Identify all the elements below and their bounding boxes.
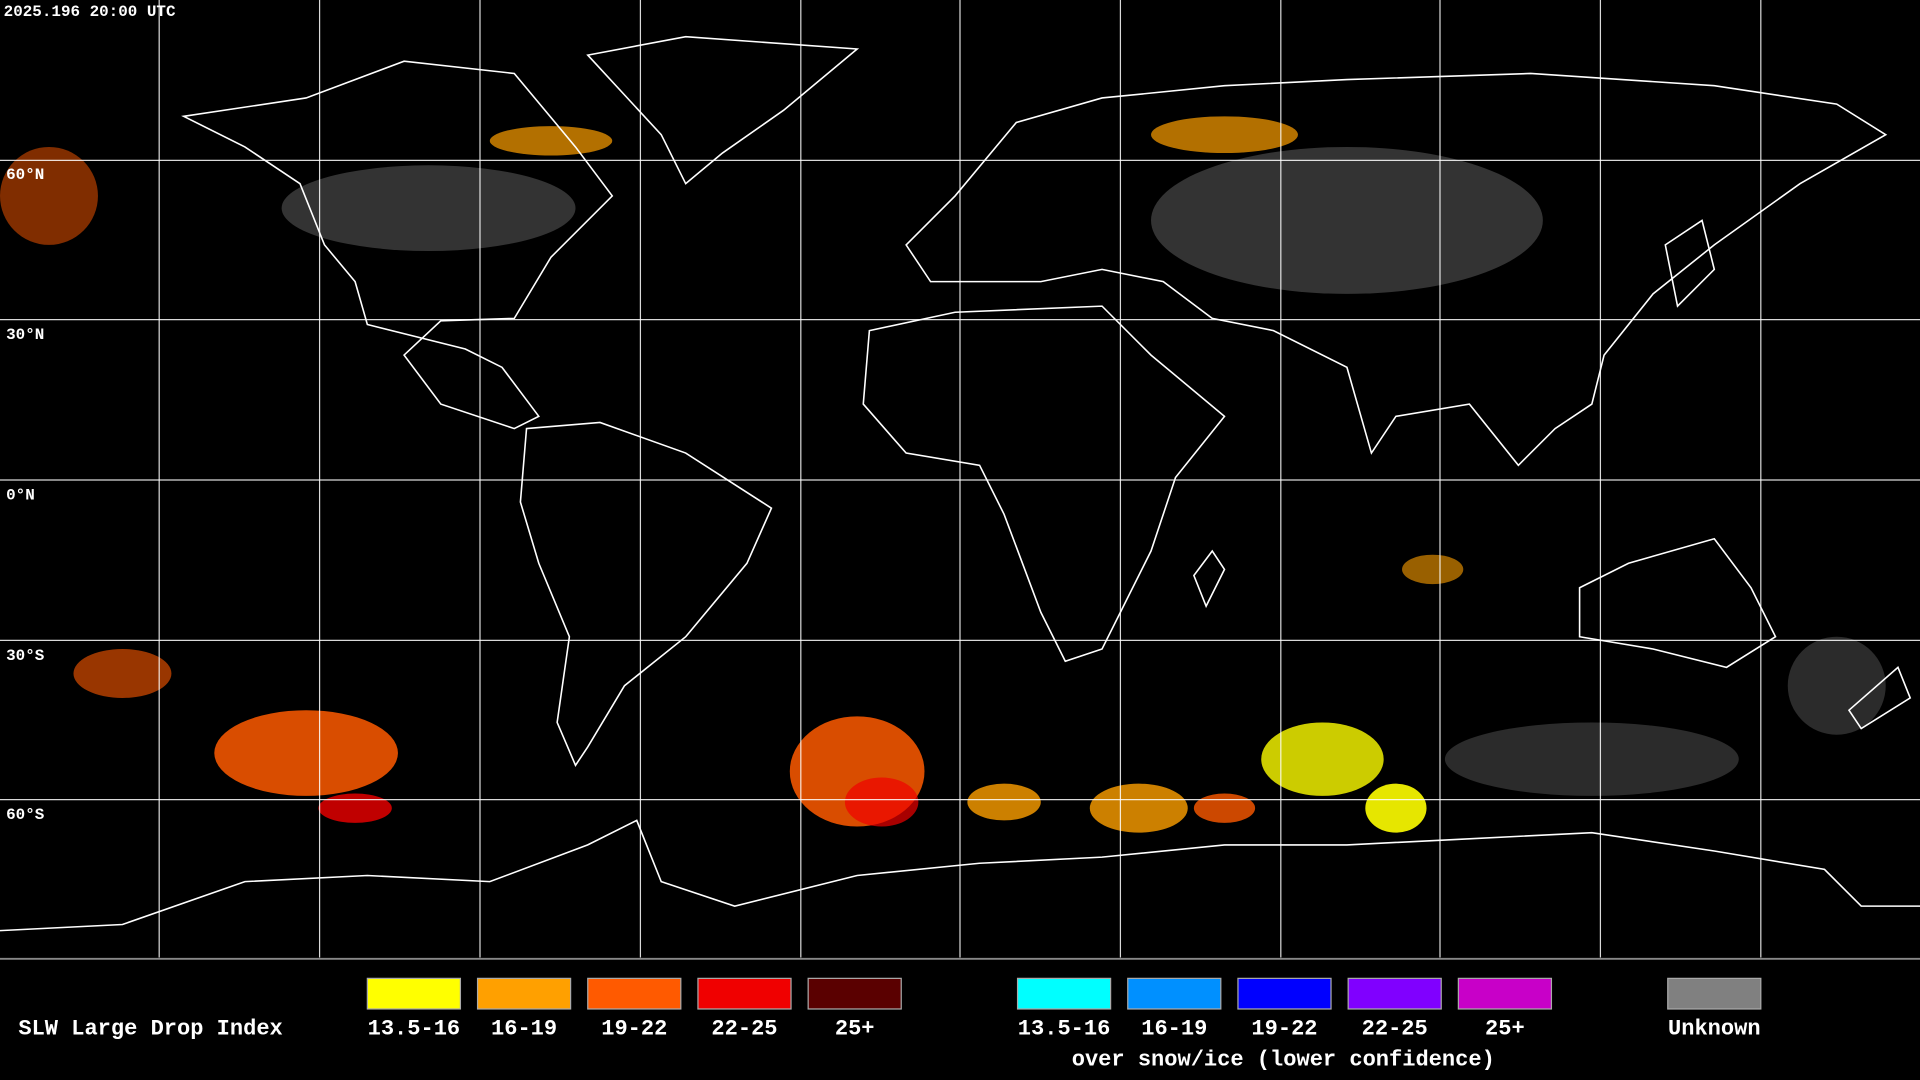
legend-label: 13.5-16: [368, 1017, 461, 1042]
legend-label: 22-25: [1362, 1017, 1428, 1042]
latitude-labels: 60°N 30°N 0°N 30°S 60°S: [6, 166, 45, 824]
legend-swatch: [1667, 977, 1762, 1010]
legend-swatch: [697, 977, 792, 1010]
legend-label: 25+: [835, 1017, 875, 1042]
legend-label: 25+: [1485, 1017, 1525, 1042]
legend-swatch: [1127, 977, 1222, 1010]
legend-panel: [0, 957, 1920, 1080]
legend: 13.5-16 16-19 19-22 22-25 25+ 13.5-16 16-19 19-…: [366, 977, 1762, 1042]
legend-label: Unknown: [1668, 1017, 1761, 1042]
cloud-patches: [0, 116, 1886, 833]
legend-swatch: [807, 977, 902, 1010]
legend-swatch: [1237, 977, 1332, 1010]
legend-swatch: [1016, 977, 1112, 1010]
legend-label: 19-22: [601, 1017, 667, 1042]
latitude-label: 30°S: [6, 647, 45, 665]
latitude-label: 0°N: [6, 487, 35, 505]
latitude-label: 60°N: [6, 166, 44, 184]
legend-swatch: [366, 977, 462, 1010]
legend-swatch: [587, 977, 682, 1010]
legend-label: 19-22: [1251, 1017, 1317, 1042]
timestamp: 2025.196 20:00 UTC: [4, 3, 176, 21]
legend-swatch: [1347, 977, 1442, 1010]
legend-label: 22-25: [711, 1017, 777, 1042]
legend-note: over snow/ice (lower confidence): [1072, 1047, 1495, 1072]
legend-label: 13.5-16: [1018, 1017, 1111, 1042]
legend-label: 16-19: [1141, 1017, 1207, 1042]
graticule: [0, 0, 1920, 958]
legend-swatch: [476, 977, 572, 1010]
legend-swatch: [1457, 977, 1553, 1010]
latitude-label: 30°N: [6, 326, 44, 344]
legend-title: SLW Large Drop Index: [18, 1017, 282, 1042]
latitude-label: 60°S: [6, 806, 45, 824]
legend-label: 16-19: [491, 1017, 557, 1042]
